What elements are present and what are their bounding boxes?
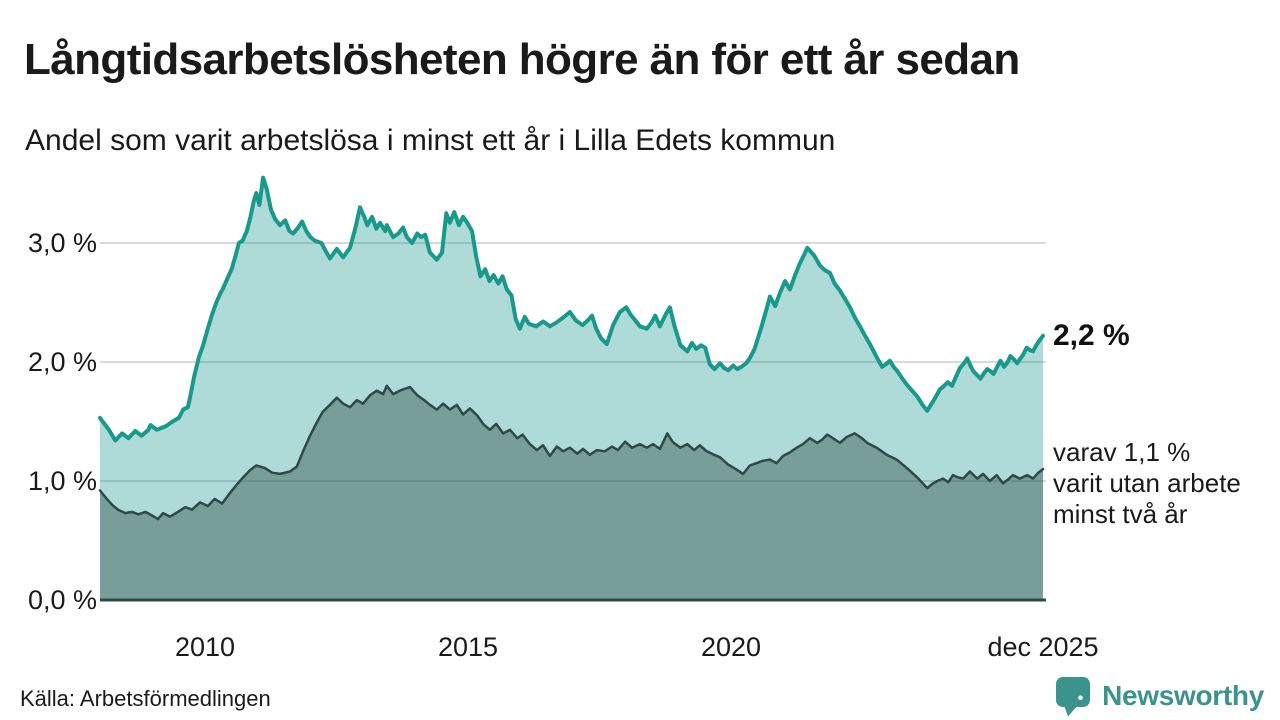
- x-tick-label: 2020: [700, 632, 762, 662]
- x-tick-label: 2010: [174, 632, 236, 662]
- y-tick-label: 1,0 %: [27, 466, 97, 496]
- annotation-two-years: varav 1,1 % varit utan arbete minst två …: [1053, 437, 1241, 529]
- newsworthy-chart-bubble-icon: [1056, 676, 1091, 716]
- y-tick-label: 3,0 %: [27, 228, 97, 258]
- source-note: Källa: Arbetsförmedlingen: [20, 686, 271, 711]
- x-tick-label: 2015: [437, 632, 499, 662]
- y-tick-label: 0,0 %: [27, 585, 97, 615]
- newsworthy-wordmark: Newsworthy: [1102, 680, 1264, 711]
- y-tick-label: 2,0 %: [27, 347, 97, 377]
- annotation-latest-value: 2,2 %: [1053, 319, 1130, 352]
- page-subtitle: Andel som varit arbetslösa i minst ett å…: [25, 124, 836, 157]
- newsworthy-logo: Newsworthy: [1055, 675, 1264, 717]
- x-tick-label: dec 2025: [987, 632, 1099, 662]
- page-title: Långtidsarbetslösheten högre än för ett …: [24, 35, 1020, 85]
